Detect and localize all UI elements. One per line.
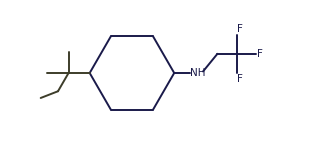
Text: F: F — [237, 74, 243, 84]
Text: F: F — [237, 24, 243, 34]
Text: NH: NH — [190, 68, 206, 78]
Text: F: F — [257, 49, 263, 59]
